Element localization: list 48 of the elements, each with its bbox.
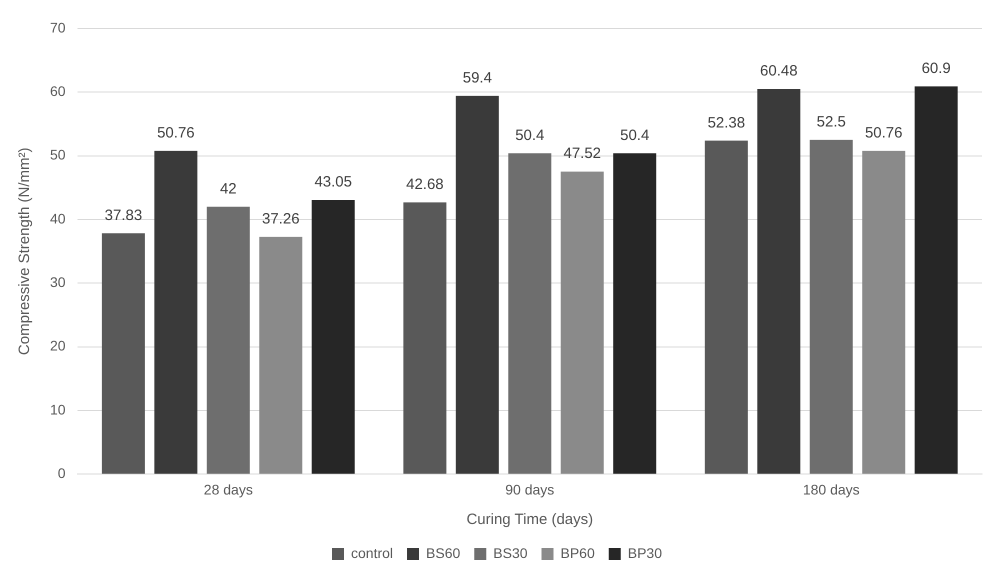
bar [456,96,499,474]
data-label: 59.4 [462,70,492,87]
y-axis-title: Compressive Strength (N/mm²) [16,148,34,356]
bar [102,233,145,474]
data-label: 50.76 [864,124,902,142]
bar [810,140,853,474]
data-label: 50.4 [620,126,650,144]
data-label: 47.52 [563,145,602,162]
data-label: 43.05 [314,174,352,191]
data-label: 60.9 [922,60,951,77]
data-label: 52.38 [708,114,746,132]
data-label: 60.48 [760,62,798,80]
data-label: 37.83 [104,206,142,224]
x-tick-label: 180 days [802,481,860,498]
y-tick-label: 70 [50,19,66,36]
y-tick-label: 50 [50,146,66,163]
bar [154,150,198,474]
y-tick-label: 40 [50,210,66,226]
legend-label: BS30 [493,544,528,561]
data-label: 42.68 [406,176,444,194]
legend-label: BS60 [426,544,460,561]
bar [914,86,958,474]
y-tick-label: 60 [50,82,66,99]
bar [613,153,656,474]
data-label: 52.5 [816,113,846,130]
bar [508,153,552,474]
legend-label: BP60 [560,544,595,561]
x-axis-title: Curing Time (days) [466,511,594,528]
bar [259,236,302,474]
bar [403,202,446,474]
y-tick-label: 0 [58,465,66,482]
bar [312,200,355,474]
bar [704,140,748,474]
data-label: 37.26 [262,210,300,228]
data-label: 42 [220,180,237,198]
x-tick-label: 28 days [204,481,253,498]
legend-label: BP30 [628,544,662,561]
x-tick-label: 90 days [505,481,554,498]
y-tick-label: 10 [50,401,66,418]
data-label: 50.4 [515,126,544,144]
y-tick-label: 20 [50,338,66,354]
legend-label: control [350,544,394,561]
bar [206,206,250,474]
bar [560,172,604,474]
data-label: 50.76 [157,124,195,142]
bar [862,150,906,474]
y-tick-label: 30 [50,274,66,290]
bar [757,89,800,474]
